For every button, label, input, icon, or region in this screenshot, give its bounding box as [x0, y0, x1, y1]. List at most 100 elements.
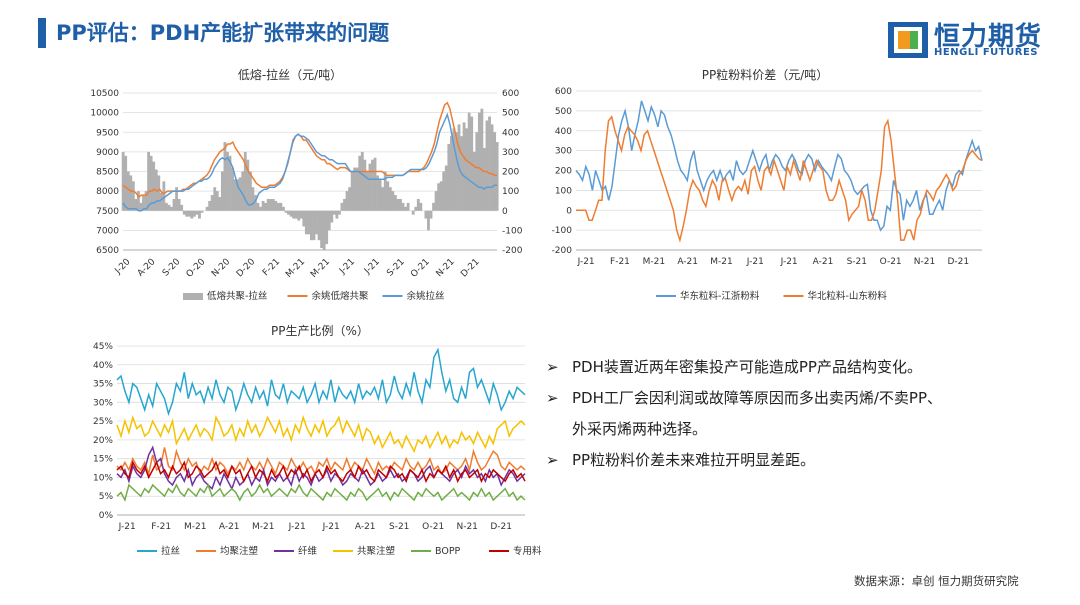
area-bar — [340, 202, 344, 211]
y-right-tick-label: 500 — [502, 109, 519, 119]
area-bar — [220, 171, 224, 211]
area-bar — [365, 171, 369, 211]
area-bar — [218, 197, 222, 211]
area-bar — [447, 144, 451, 211]
chart1-title: 低熔-拉丝（元/吨） — [237, 68, 343, 82]
area-bar — [139, 202, 143, 211]
area-bar — [444, 165, 448, 211]
series-line — [116, 414, 526, 454]
x-tick-label: N-20 — [210, 257, 232, 279]
x-tick-label: S-21 — [385, 257, 407, 279]
area-bar — [485, 120, 489, 211]
bullet-text-continued: 外采丙烯两种选择。 — [572, 420, 708, 438]
x-tick-label: J-21 — [362, 257, 382, 277]
area-bar — [355, 167, 359, 211]
y-tick-label: 25% — [93, 417, 113, 427]
y-tick-label: 300 — [555, 147, 572, 157]
area-bar — [424, 210, 428, 219]
logo-text-en: HENGLI FUTURES — [934, 47, 1038, 58]
area-bar — [386, 181, 390, 211]
area-bar — [495, 142, 499, 211]
area-bar — [238, 177, 242, 211]
area-bar — [462, 122, 466, 211]
area-bar — [472, 151, 476, 211]
x-tick-label: A-21 — [813, 257, 834, 267]
x-tick-label: S-21 — [389, 522, 409, 532]
area-bar — [167, 204, 171, 211]
area-bar — [327, 210, 331, 231]
legend-label: 余姚低熔共聚 — [312, 290, 370, 302]
y-tick-label: 100 — [555, 186, 572, 196]
y-tick-label: 400 — [555, 127, 572, 137]
area-bar — [284, 210, 288, 213]
series-line — [576, 115, 983, 243]
x-tick-label: A-21 — [219, 522, 240, 532]
area-bar — [205, 206, 209, 211]
y-tick-label: 15% — [93, 455, 113, 465]
area-bar — [302, 210, 306, 227]
legend-label: 余姚拉丝 — [407, 290, 445, 302]
area-bar — [137, 191, 140, 211]
area-bar — [266, 198, 270, 211]
area-bar — [259, 206, 262, 211]
area-bar — [381, 187, 385, 211]
area-bar — [368, 163, 372, 211]
area-bar — [246, 159, 250, 211]
bullet-item: ➢ PP粒粉料价差未来难拉开明显差距。 — [546, 445, 942, 476]
area-bar — [304, 210, 308, 235]
y-tick-label: 10% — [93, 473, 113, 483]
legend-swatch — [183, 293, 203, 300]
area-bar — [391, 191, 395, 211]
y-right-tick-label: 100 — [502, 187, 519, 197]
x-tick-label: D-20 — [235, 257, 258, 280]
area-bar — [297, 210, 301, 221]
area-bar — [149, 155, 153, 211]
y-tick-label: 10000 — [90, 109, 119, 119]
area-bar — [371, 159, 374, 211]
area-bar — [393, 195, 397, 211]
area-bar — [195, 210, 199, 215]
area-bar — [337, 210, 341, 215]
x-tick-label: J-20 — [113, 257, 133, 277]
y-tick-label: 9500 — [96, 128, 119, 138]
series-line — [575, 100, 983, 232]
y-tick-label: 35% — [93, 380, 113, 390]
area-bar — [307, 210, 311, 235]
x-tick-label: S-21 — [847, 257, 867, 267]
bullet-arrow-icon: ➢ — [546, 389, 559, 407]
x-tick-label: M-21 — [284, 257, 307, 280]
area-bar — [215, 191, 219, 211]
area-bar — [388, 187, 392, 211]
area-bar — [134, 198, 138, 211]
area-bar — [142, 195, 145, 211]
x-tick-label: S-20 — [161, 257, 183, 279]
area-bar — [310, 210, 313, 241]
y-tick-label: 45% — [93, 342, 113, 352]
x-tick-label: J-21 — [337, 257, 357, 277]
chart-melt-vs-raffia: 6500 7000 7500 8000 8500 9000 9500 10000 10500 -2… — [90, 89, 522, 302]
y-tick-label: 0 — [566, 206, 572, 216]
y-tick-label: 500 — [555, 107, 572, 117]
area-bar — [226, 151, 229, 211]
area-bar — [404, 206, 407, 211]
y-tick-label: 40% — [93, 361, 113, 371]
area-bar — [271, 198, 275, 211]
x-tick-label: M-21 — [710, 257, 732, 267]
area-bar — [452, 128, 456, 211]
area-bar — [182, 210, 186, 215]
y-tick-label: 7000 — [96, 226, 119, 236]
area-bar — [294, 210, 298, 219]
bullet-item: ➢ PDH工厂会因利润或故障等原因而多出卖丙烯/不卖PP、 — [546, 383, 942, 414]
area-bar — [465, 128, 469, 211]
logo-text-cn: 恒力期货 — [934, 22, 1043, 52]
area-bar — [315, 210, 318, 235]
y-tick-label: 20% — [93, 436, 113, 446]
x-tick-label: J-21 — [288, 522, 306, 532]
area-bar — [378, 179, 382, 211]
bullet-text: PP粒粉料价差未来难拉开明显差距。 — [572, 451, 816, 469]
x-tick-label: O-20 — [185, 257, 208, 280]
area-bar — [208, 200, 212, 211]
legend-label: BOPP — [435, 546, 461, 557]
area-bar — [292, 210, 296, 219]
bullet-text: PDH工厂会因利润或故障等原因而多出卖丙烯/不卖PP、 — [572, 389, 943, 407]
